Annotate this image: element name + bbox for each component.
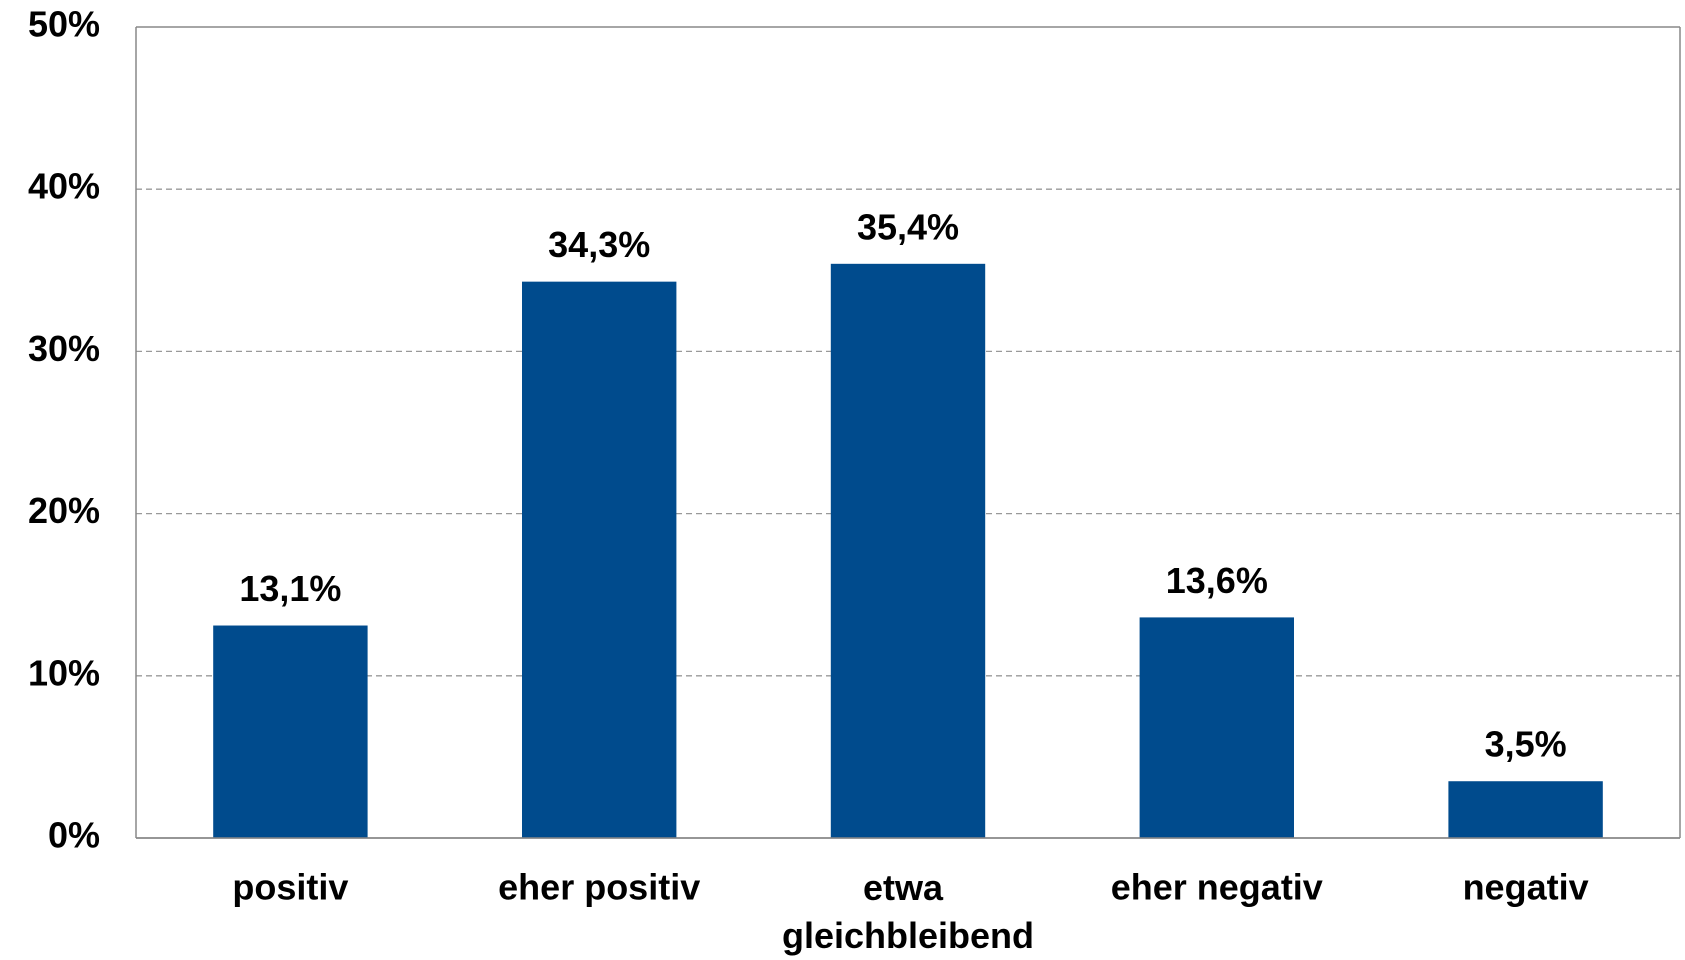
bar (830, 263, 986, 838)
y-tick-label: 30% (28, 328, 100, 369)
value-label: 34,3% (548, 224, 650, 265)
value-label: 13,6% (1166, 560, 1268, 601)
x-tick-label: etwa gleichbleibend (782, 867, 1034, 956)
x-tick-label: eher positiv (498, 867, 700, 908)
y-tick-label: 0% (48, 815, 100, 856)
y-tick-label: 50% (28, 4, 100, 45)
y-tick-label: 20% (28, 490, 100, 531)
bar (213, 625, 368, 838)
bar (1448, 781, 1603, 838)
y-tick-label: 40% (28, 166, 100, 207)
bar (522, 281, 677, 838)
x-tick-label: positiv (232, 867, 348, 908)
value-label: 3,5% (1485, 724, 1567, 765)
y-tick-label: 10% (28, 652, 100, 693)
bar (1139, 617, 1294, 838)
value-label: 13,1% (239, 568, 341, 609)
x-tick-label: eher negativ (1111, 867, 1323, 908)
value-label: 35,4% (857, 206, 959, 247)
x-tick-label: negativ (1463, 867, 1589, 908)
